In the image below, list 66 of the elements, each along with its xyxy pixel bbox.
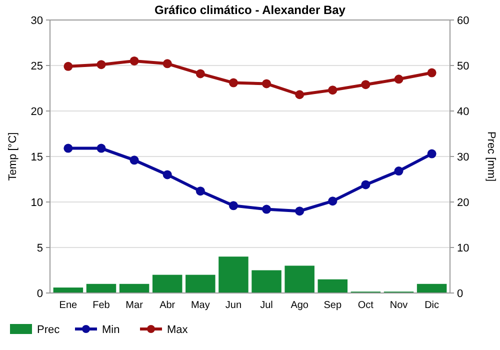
point — [394, 166, 404, 176]
x-tick-label: May — [190, 300, 210, 311]
point — [64, 62, 73, 71]
y-tick-label: 30 — [30, 14, 43, 27]
point — [361, 180, 370, 190]
x-tick-label: Feb — [92, 300, 110, 311]
point — [295, 90, 304, 100]
x-tick-label: Ago — [290, 300, 309, 311]
x-tick-label: Mar — [126, 300, 144, 311]
y-tick-label: 5 — [36, 242, 43, 254]
bar — [186, 274, 216, 293]
y2-axis-title: Prec [mm] — [485, 131, 497, 182]
point — [328, 196, 338, 206]
point — [361, 80, 370, 90]
point — [130, 56, 139, 66]
y-axis-title: Temp [°C] — [7, 132, 19, 181]
point — [96, 60, 106, 70]
legend-label: Max — [167, 324, 188, 336]
x-tick-label: Oct — [358, 300, 374, 311]
point — [427, 68, 436, 78]
legend-label: Prec — [37, 324, 60, 336]
point — [162, 170, 172, 180]
y2-tick-label: 60 — [457, 14, 470, 27]
y-tick-label: 0 — [36, 288, 43, 300]
y2-tick-label: 0 — [457, 288, 464, 300]
x-tick-label: Jun — [225, 300, 242, 311]
y2-tick-label: 20 — [457, 196, 470, 209]
x-tick-label: Jul — [260, 300, 273, 311]
point — [64, 144, 73, 153]
x-tick-label: Ene — [59, 300, 78, 311]
x-tick-label: Nov — [390, 300, 408, 311]
point — [162, 59, 172, 68]
x-tick-label: Abr — [160, 300, 176, 311]
bar — [86, 284, 116, 293]
x-tick-label: Sep — [324, 300, 342, 311]
bar — [119, 284, 150, 293]
bar — [284, 266, 314, 293]
y-tick-label: 15 — [30, 151, 43, 164]
bar — [318, 279, 348, 293]
x-tick-label: Dic — [424, 300, 440, 311]
point — [96, 144, 106, 153]
point — [328, 86, 338, 95]
y2-tick-label: 10 — [457, 242, 470, 254]
point — [295, 206, 304, 216]
y-tick-label: 25 — [30, 60, 43, 72]
point — [196, 186, 205, 196]
y2-tick-label: 30 — [457, 151, 470, 164]
point — [228, 78, 238, 88]
legend-label: Min — [102, 324, 120, 336]
bar — [252, 270, 282, 293]
y2-tick-label: 50 — [457, 60, 470, 72]
point — [262, 204, 272, 214]
bar — [152, 274, 182, 293]
bar — [218, 256, 248, 293]
point — [196, 69, 205, 78]
bar — [416, 284, 447, 293]
y2-tick-label: 40 — [457, 106, 470, 118]
chart-title: Gráfico climático - Alexander Bay — [154, 3, 346, 17]
point — [262, 79, 272, 88]
point — [130, 156, 139, 165]
y-tick-label: 20 — [30, 106, 43, 118]
point — [394, 74, 404, 84]
bar — [53, 288, 84, 293]
y-tick-label: 10 — [30, 196, 43, 209]
point — [228, 201, 238, 210]
point — [427, 149, 436, 158]
